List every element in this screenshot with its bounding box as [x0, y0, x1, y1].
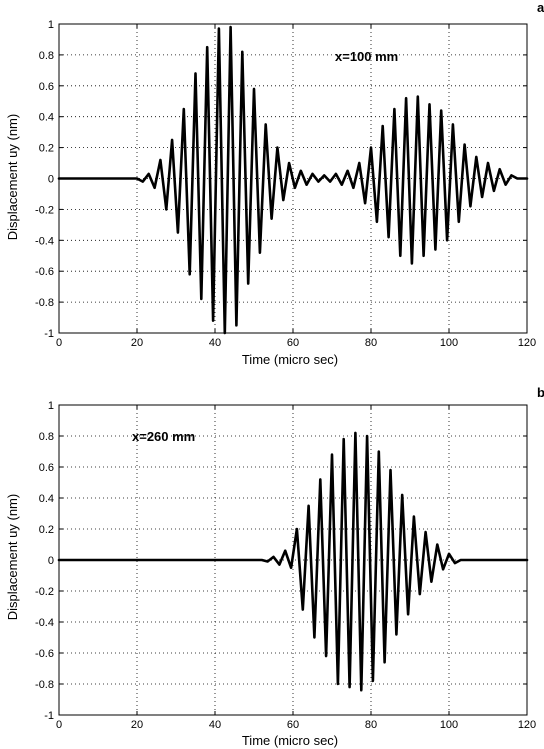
y-tick-label: -0.6	[35, 266, 54, 278]
y-tick-label: -0.8	[35, 297, 54, 309]
x-tick-label: 20	[131, 719, 143, 731]
series-line	[57, 431, 529, 692]
series-line	[57, 25, 529, 335]
y-tick-label: 0.4	[39, 493, 54, 505]
x-tick-label: 40	[209, 337, 221, 349]
x-tick-label: 40	[209, 719, 221, 731]
y-tick-label: 1	[48, 19, 54, 31]
y-tick-label: -0.4	[35, 617, 54, 629]
y-tick-label: 0.8	[39, 431, 54, 443]
panel-label: a	[537, 0, 544, 15]
x-tick-label: 100	[440, 337, 458, 349]
x-tick-label: 20	[131, 337, 143, 349]
y-tick-label: -1	[44, 328, 54, 340]
x-axis-label: Time (micro sec)	[242, 352, 338, 367]
y-tick-label: 0.6	[39, 81, 54, 93]
x-tick-label: 120	[518, 337, 536, 349]
x-tick-label: 100	[440, 719, 458, 731]
y-axis-label: Displacement uy (nm)	[5, 114, 20, 240]
plot-frame	[58, 23, 528, 334]
x-tick-label: 60	[287, 337, 299, 349]
y-axis-label: Displacement uy (nm)	[5, 494, 20, 620]
y-tick-label: -0.6	[35, 648, 54, 660]
x-axis-label: Time (micro sec)	[242, 733, 338, 748]
x-tick-label: 80	[365, 337, 377, 349]
y-tick-label: 0.2	[39, 524, 54, 536]
annotation-label: x=260 mm	[132, 429, 195, 444]
plot-frame	[58, 404, 528, 716]
x-tick-label: 80	[365, 719, 377, 731]
x-tick-label: 0	[56, 719, 62, 731]
y-tick-label: -0.8	[35, 679, 54, 691]
y-tick-label: -0.2	[35, 586, 54, 598]
annotation-label: x=100 mm	[335, 49, 398, 64]
y-tick-label: 0.4	[39, 112, 54, 124]
y-tick-label: 0.8	[39, 50, 54, 62]
y-tick-label: 0	[48, 174, 54, 186]
y-tick-label: 0.6	[39, 462, 54, 474]
x-tick-label: 120	[518, 719, 536, 731]
y-tick-label: 0.2	[39, 143, 54, 155]
y-tick-label: -0.2	[35, 204, 54, 216]
panel-a: 0 20 40 60 80 100 120 -1 -0.8 -0.6 -0.4 -0.2 0 0.2 0.4…	[5, 0, 544, 367]
y-tick-label: -0.4	[35, 235, 54, 247]
y-tick-label: -1	[44, 710, 54, 722]
y-tick-label: 1	[48, 400, 54, 412]
x-tick-label: 60	[287, 719, 299, 731]
x-tick-label: 0	[56, 337, 62, 349]
panel-b: 0 20 40 60 80 100 120 -1 -0.8 -0.6 -0.4 -0.2 0 0.2 0.4…	[5, 385, 544, 748]
y-tick-label: 0	[48, 555, 54, 567]
panel-label: b	[537, 385, 544, 400]
